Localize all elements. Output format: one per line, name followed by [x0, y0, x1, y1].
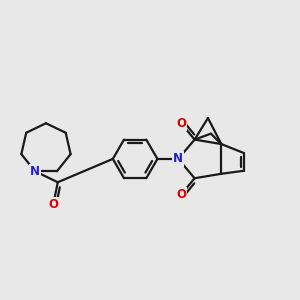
Text: O: O [176, 117, 186, 130]
Text: N: N [30, 165, 40, 178]
Text: O: O [176, 188, 186, 201]
Text: N: N [173, 152, 183, 165]
Text: O: O [48, 198, 58, 211]
